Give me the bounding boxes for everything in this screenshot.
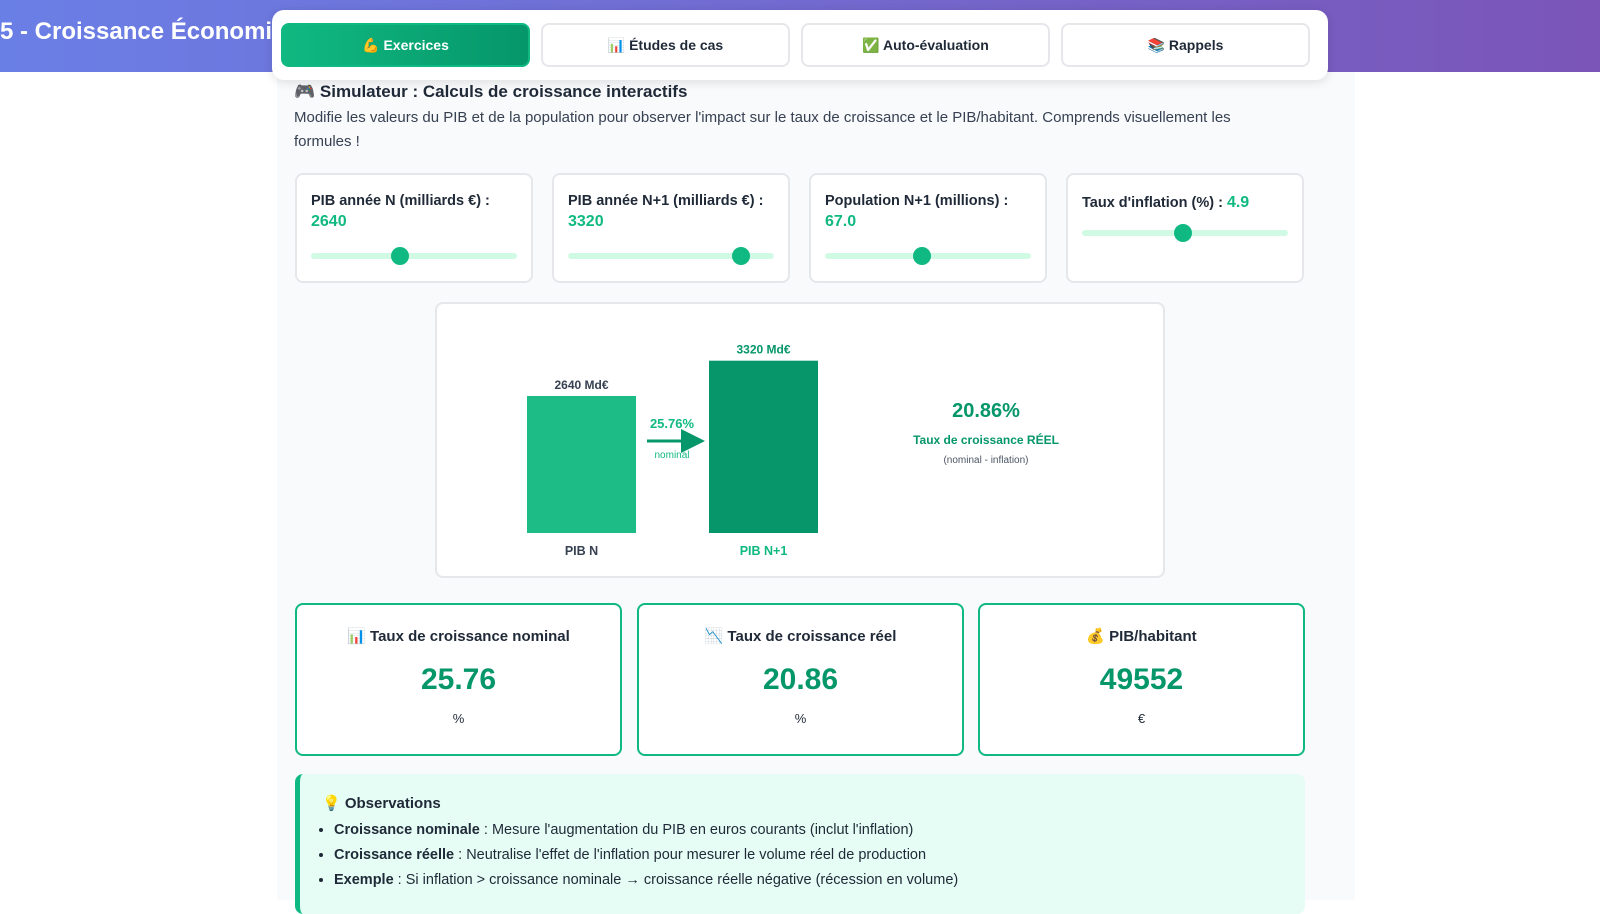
arrow-value: 25.76% [650,416,695,431]
slider-knob[interactable] [912,247,931,265]
bar-value-label: 2640 Md€ [554,378,608,392]
bar [527,395,636,533]
slider-label: PIB année N (milliards €) : [311,193,490,209]
slider-knob[interactable] [1173,224,1192,242]
observation-term: Exemple [334,872,394,888]
real-note: (nominal - inflation) [943,455,1028,466]
slider-card: PIB année N (milliards €) : 2640 [295,173,533,283]
result-title: 💰 PIB/habitant [1086,628,1197,645]
result-unit: % [452,711,465,726]
observation-text: : Mesure l'augmentation du PIB en euros … [479,822,914,838]
result-card: 📊 Taux de croissance nominal 25.76 % [295,603,622,756]
slider-label: PIB année N+1 (milliards €) : [568,193,764,209]
observations: 💡 Observations Croissance nominale : Mes… [295,774,1305,914]
observation-term: Croissance nominale [334,822,480,838]
slider-track[interactable] [1082,224,1288,242]
slider-card: PIB année N+1 (milliards €) : 3320 [552,173,790,283]
description: Modifie les valeurs du PIB et de la popu… [294,109,1231,150]
slider-track[interactable] [825,247,1031,265]
tab-bar: 💪 Exercices 📊 Études de cas ✅ Auto-évalu… [272,10,1328,80]
observations-list: Croissance nominale : Mesure l'augmentat… [318,818,1287,893]
observation-text: : Neutralise l'effet de l'inflation pour… [454,847,927,863]
slider-label-text: Taux d'inflation (%) : [1082,195,1223,211]
result-title: 📊 Taux de croissance nominal [347,628,570,645]
observation-item: Croissance réelle : Neutralise l'effet d… [334,843,1287,868]
observation-item: Croissance nominale : Mesure l'augmentat… [334,818,1287,843]
tab[interactable]: 📚 Rappels [1061,23,1310,67]
real-label: Taux de croissance RÉEL [913,432,1059,447]
slider-label: Taux d'inflation (%) : 4.9 [1082,191,1288,215]
bar [709,360,818,533]
slider-value: 3320 [568,213,604,230]
slider-card: Population N+1 (millions) : 67.0 [809,173,1047,283]
result-card: 💰 PIB/habitant 49552 € [978,603,1305,756]
slider-knob[interactable] [732,247,751,265]
slider-track[interactable] [311,247,517,265]
result-title: 📉 Taux de croissance réel [704,628,897,645]
result-value: 49552 [1099,663,1184,696]
bar-value-label: 3320 Md€ [736,343,790,357]
page-title: 5 - Croissance Économiqu [0,18,302,45]
slider-label: Population N+1 (millions) : [825,193,1009,209]
result-unit: € [1137,711,1146,726]
real-value: 20.86% [952,400,1020,422]
tab[interactable]: 💪 Exercices [281,23,530,67]
slider-track[interactable] [568,247,774,265]
result-unit: % [794,711,807,726]
slider-card: Taux d'inflation (%) : 4.9 [1066,173,1304,283]
bar-category-label: PIB N [565,544,598,558]
slider-knob[interactable] [390,247,409,265]
section-title: 🎮 Simulateur : Calculs de croissance int… [294,82,688,101]
observation-term: Croissance réelle [334,847,455,863]
result-value: 20.86 [762,663,839,696]
observation-item: Exemple : Si inflation > croissance nomi… [334,868,1287,893]
slider-value: 2640 [311,213,347,230]
slider-value: 4.9 [1226,194,1250,211]
tab[interactable]: 📊 Études de cas [541,23,790,67]
observations-title: 💡 Observations [322,795,441,812]
result-value: 25.76 [420,663,497,696]
bar-category-label: PIB N+1 [740,544,788,558]
observation-text: : Si inflation > croissance nominale → c… [393,872,959,888]
result-card: 📉 Taux de croissance réel 20.86 % [637,603,964,756]
tab[interactable]: ✅ Auto-évaluation [801,23,1050,67]
chart-box: 25.76% nominal 20.86% Taux de croissance… [435,302,1165,578]
chart: 25.76% nominal 20.86% Taux de croissance… [527,343,1059,558]
slider-value: 67.0 [825,213,857,230]
arrow-note: nominal [654,450,689,461]
